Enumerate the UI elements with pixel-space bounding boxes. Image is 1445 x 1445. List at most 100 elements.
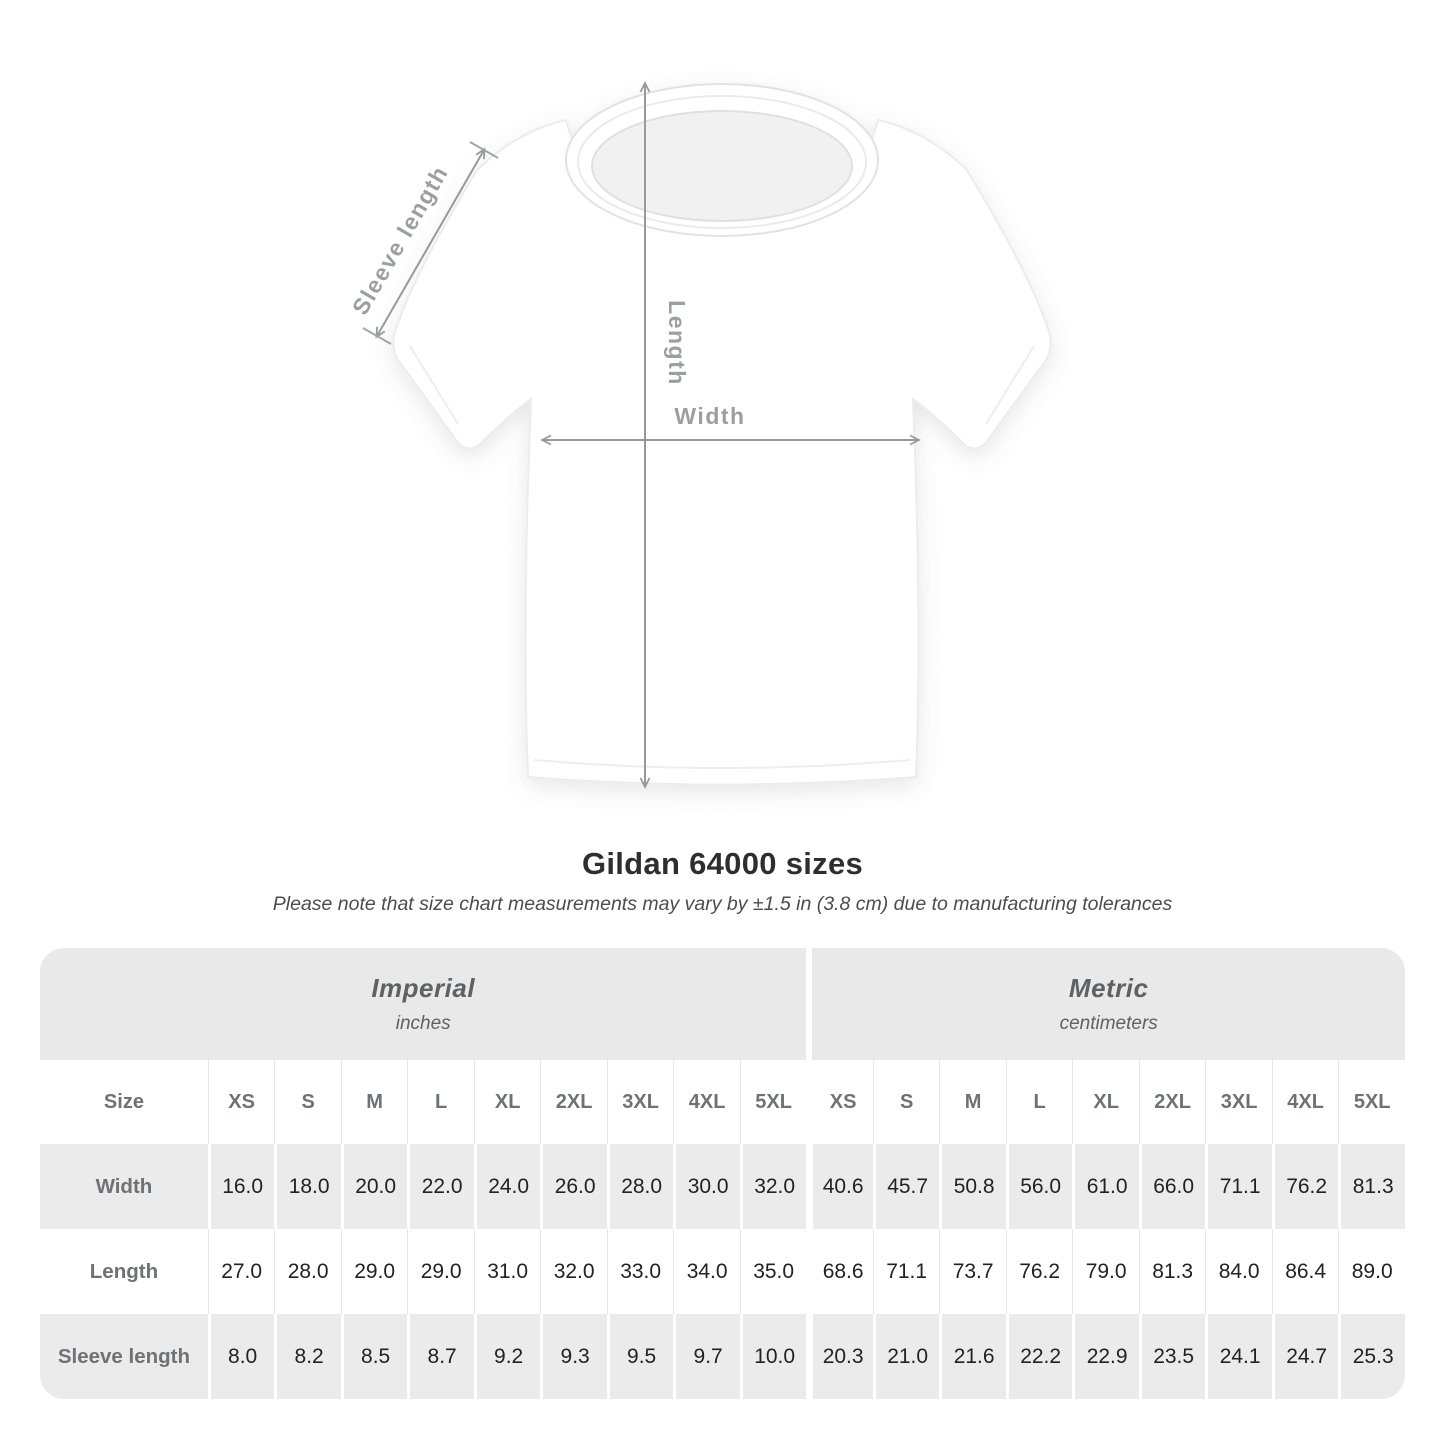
col-header-metric-5xl: 5XL <box>1338 1060 1405 1144</box>
row-length: Length 27.0 28.0 29.0 29.0 31.0 32.0 33.0 34.0 35… <box>40 1229 1405 1314</box>
col-header-imperial-3xl: 3XL <box>606 1060 674 1144</box>
cell-metric-s-width: 45.7 <box>872 1144 940 1229</box>
col-header-imperial-xl: XL <box>473 1060 541 1144</box>
cell-imperial-5xl-width: 32.0 <box>739 1144 807 1229</box>
row-label-sleeve-length: Sleeve length <box>40 1314 208 1399</box>
cell-imperial-4xl-width: 30.0 <box>673 1144 740 1229</box>
col-header-metric-4xl: 4XL <box>1271 1060 1339 1144</box>
cell-metric-m-width: 50.8 <box>939 1144 1006 1229</box>
metric-unit: centimeters <box>1059 1013 1158 1034</box>
cell-imperial-l-width: 22.0 <box>407 1144 474 1229</box>
cell-metric-3xl-width: 71.1 <box>1205 1144 1272 1229</box>
tshirt-photo <box>392 83 1052 786</box>
row-label-width: Width <box>40 1144 208 1229</box>
cell-metric-m-sleeve-length: 21.6 <box>939 1314 1006 1399</box>
cell-metric-l-length: 76.2 <box>1005 1229 1073 1314</box>
col-header-metric-m: M <box>939 1060 1006 1144</box>
cell-imperial-3xl-length: 33.0 <box>606 1229 674 1314</box>
col-header-imperial-m: M <box>340 1060 408 1144</box>
cell-imperial-5xl-length: 35.0 <box>739 1229 807 1314</box>
tolerance-note: Please note that size chart measurements… <box>272 893 1173 915</box>
cell-imperial-m-width: 20.0 <box>340 1144 408 1229</box>
cell-imperial-xs-width: 16.0 <box>207 1144 275 1229</box>
cell-imperial-2xl-sleeve-length: 9.3 <box>540 1314 607 1399</box>
cell-metric-2xl-length: 81.3 <box>1138 1229 1206 1314</box>
cell-metric-xs-length: 68.6 <box>806 1229 873 1314</box>
cell-metric-s-length: 71.1 <box>872 1229 940 1314</box>
page-title: Gildan 64000 sizes <box>581 846 864 881</box>
col-header-metric-s: S <box>872 1060 940 1144</box>
cell-metric-5xl-sleeve-length: 25.3 <box>1338 1314 1405 1399</box>
cell-imperial-xl-sleeve-length: 9.2 <box>473 1314 541 1399</box>
tshirt-diagram: Sleeve length Length Width <box>347 80 1052 790</box>
size-table-container: Imperial inches Metric centimeters Size … <box>40 948 1405 1399</box>
cell-metric-3xl-sleeve-length: 24.1 <box>1205 1314 1272 1399</box>
sleeve-arrow-end-tick <box>362 327 392 345</box>
size-header-row: Size XS S M L XL 2XL 3XL 4XL 5XL XS S M L XL 2XL 3XL 4XL… <box>40 1060 1405 1144</box>
col-header-imperial-l: L <box>407 1060 474 1144</box>
cell-metric-xs-width: 40.6 <box>806 1144 873 1229</box>
size-column-header: Size <box>40 1060 208 1144</box>
col-header-imperial-xs: XS <box>207 1060 275 1144</box>
col-header-imperial-5xl: 5XL <box>739 1060 807 1144</box>
cell-metric-4xl-width: 76.2 <box>1271 1144 1339 1229</box>
metric-group-header: Metric centimeters <box>806 948 1405 1060</box>
cell-metric-xl-length: 79.0 <box>1072 1229 1139 1314</box>
cell-metric-l-width: 56.0 <box>1005 1144 1073 1229</box>
cell-imperial-xs-sleeve-length: 8.0 <box>207 1314 275 1399</box>
row-label-length: Length <box>40 1229 208 1314</box>
cell-imperial-xs-length: 27.0 <box>207 1229 275 1314</box>
col-header-metric-2xl: 2XL <box>1138 1060 1206 1144</box>
col-header-metric-xs: XS <box>806 1060 873 1144</box>
dimension-arrows <box>362 80 922 790</box>
cell-imperial-xl-width: 24.0 <box>473 1144 541 1229</box>
sleeve-arrow-start-tick <box>469 141 499 159</box>
cell-imperial-3xl-sleeve-length: 9.5 <box>606 1314 674 1399</box>
cell-imperial-s-sleeve-length: 8.2 <box>274 1314 341 1399</box>
cell-imperial-xl-length: 31.0 <box>473 1229 541 1314</box>
cell-imperial-4xl-length: 34.0 <box>673 1229 740 1314</box>
cell-metric-5xl-length: 89.0 <box>1338 1229 1405 1314</box>
sleeve-length-arrow <box>375 147 486 339</box>
col-header-metric-3xl: 3XL <box>1205 1060 1272 1144</box>
unit-group-row: Imperial inches Metric centimeters <box>40 948 1405 1060</box>
cell-imperial-2xl-width: 26.0 <box>540 1144 607 1229</box>
imperial-unit: inches <box>395 1013 451 1034</box>
col-header-imperial-s: S <box>274 1060 341 1144</box>
col-header-metric-xl: XL <box>1072 1060 1139 1144</box>
metric-label: Metric <box>1068 973 1149 1003</box>
cell-imperial-4xl-sleeve-length: 9.7 <box>673 1314 740 1399</box>
cell-metric-m-length: 73.7 <box>939 1229 1006 1314</box>
col-header-imperial-4xl: 4XL <box>673 1060 740 1144</box>
cell-imperial-m-sleeve-length: 8.5 <box>340 1314 408 1399</box>
cell-imperial-l-length: 29.0 <box>407 1229 474 1314</box>
length-label: Length <box>664 300 690 386</box>
cell-metric-xs-sleeve-length: 20.3 <box>806 1314 873 1399</box>
cell-imperial-m-length: 29.0 <box>340 1229 408 1314</box>
cell-metric-xl-sleeve-length: 22.9 <box>1072 1314 1139 1399</box>
col-header-metric-l: L <box>1005 1060 1073 1144</box>
cell-imperial-5xl-sleeve-length: 10.0 <box>739 1314 807 1399</box>
cell-metric-2xl-sleeve-length: 23.5 <box>1138 1314 1206 1399</box>
width-label: Width <box>674 403 745 429</box>
col-header-imperial-2xl: 2XL <box>540 1060 607 1144</box>
row-sleeve-length: Sleeve length 8.0 8.2 8.5 8.7 9.2 9.3 9.5 9.7 10.… <box>40 1314 1405 1399</box>
cell-imperial-l-sleeve-length: 8.7 <box>407 1314 474 1399</box>
cell-metric-3xl-length: 84.0 <box>1205 1229 1272 1314</box>
cell-imperial-3xl-width: 28.0 <box>606 1144 674 1229</box>
cell-metric-l-sleeve-length: 22.2 <box>1005 1314 1073 1399</box>
size-table: Imperial inches Metric centimeters Size … <box>40 948 1405 1399</box>
cell-metric-4xl-length: 86.4 <box>1271 1229 1339 1314</box>
imperial-group-header: Imperial inches <box>40 948 807 1060</box>
cell-metric-2xl-width: 66.0 <box>1138 1144 1206 1229</box>
cell-imperial-s-length: 28.0 <box>274 1229 341 1314</box>
cell-metric-xl-width: 61.0 <box>1072 1144 1139 1229</box>
cell-metric-s-sleeve-length: 21.0 <box>872 1314 940 1399</box>
row-width: Width 16.0 18.0 20.0 22.0 24.0 26.0 28.0 30.0 32.… <box>40 1144 1405 1229</box>
cell-imperial-2xl-length: 32.0 <box>540 1229 607 1314</box>
cell-metric-4xl-sleeve-length: 24.7 <box>1271 1314 1339 1399</box>
cell-imperial-s-width: 18.0 <box>274 1144 341 1229</box>
imperial-label: Imperial <box>371 973 476 1003</box>
cell-metric-5xl-width: 81.3 <box>1338 1144 1405 1229</box>
